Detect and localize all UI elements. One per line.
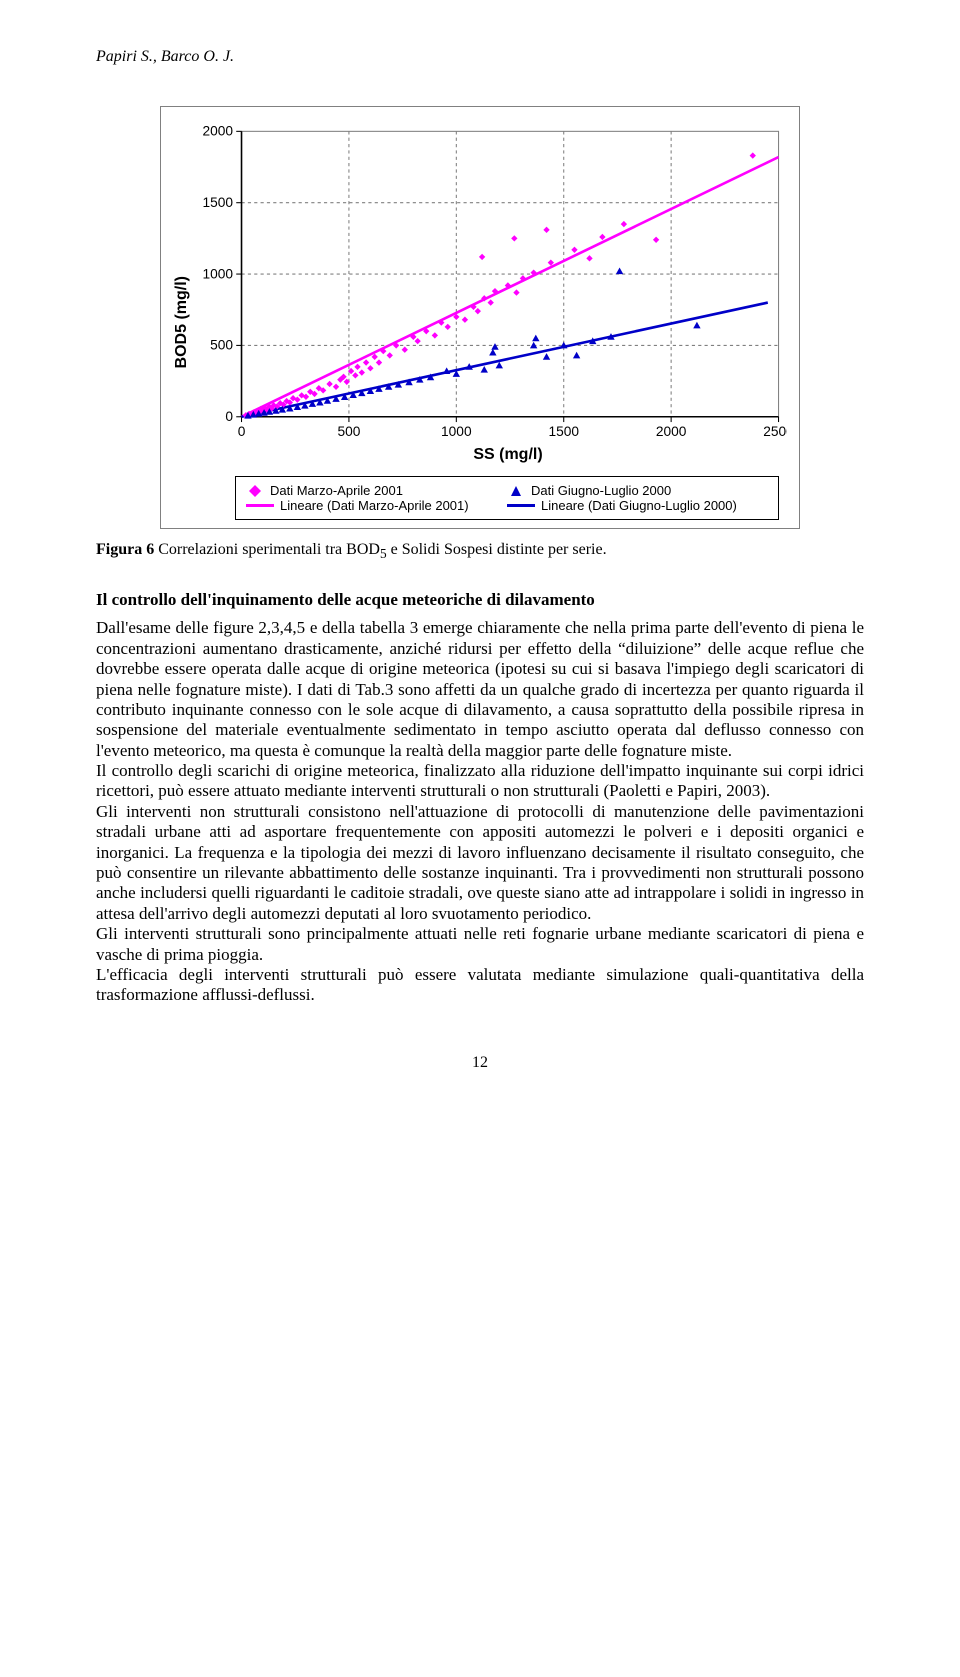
svg-text:1000: 1000 [202, 266, 233, 281]
paragraph: Gli interventi non strutturali consiston… [96, 802, 864, 924]
svg-text:2000: 2000 [656, 424, 687, 439]
legend-item: Lineare (Dati Giugno-Luglio 2000) [507, 498, 768, 513]
legend-item: Dati Giugno-Luglio 2000 [507, 483, 768, 498]
svg-text:0: 0 [225, 409, 233, 424]
diamond-icon [246, 485, 264, 497]
chart-frame: BOD5 (mg/l) 0 500 1000 1500 2000 2500 0 500 1000… [160, 106, 800, 529]
page-number: 12 [96, 1054, 864, 1072]
svg-text:500: 500 [210, 338, 233, 353]
caption-text2: e Solidi Sospesi distinte per serie. [387, 541, 607, 558]
caption-text: Correlazioni sperimentali tra BOD [154, 541, 380, 558]
svg-text:0: 0 [238, 424, 246, 439]
body-text: Dall'esame delle figure 2,3,4,5 e della … [96, 618, 864, 1005]
paragraph: Gli interventi strutturali sono principa… [96, 924, 864, 965]
y-axis-label: BOD5 (mg/l) [173, 276, 191, 368]
x-axis-label: SS (mg/l) [229, 446, 787, 464]
paragraph: Dall'esame delle figure 2,3,4,5 e della … [96, 618, 864, 761]
scatter-plot: 0 500 1000 1500 2000 2500 0 500 1000 1500 2000 [195, 125, 787, 442]
line-icon [507, 504, 535, 507]
legend-label: Dati Giugno-Luglio 2000 [531, 483, 671, 498]
legend-label: Lineare (Dati Giugno-Luglio 2000) [541, 498, 737, 513]
caption-lead: Figura 6 [96, 541, 154, 558]
line-icon [246, 504, 274, 507]
svg-text:1500: 1500 [202, 195, 233, 210]
caption-sub: 5 [380, 546, 387, 561]
svg-text:500: 500 [337, 424, 360, 439]
svg-text:2000: 2000 [202, 125, 233, 139]
section-heading: Il controllo dell'inquinamento delle acq… [96, 590, 864, 610]
figure-caption: Figura 6 Correlazioni sperimentali tra B… [96, 541, 864, 562]
legend: Dati Marzo-Aprile 2001 Dati Giugno-Lugli… [235, 476, 779, 520]
running-head: Papiri S., Barco O. J. [96, 48, 864, 66]
svg-text:1500: 1500 [548, 424, 579, 439]
paragraph: L'efficacia degli interventi strutturali… [96, 965, 864, 1006]
legend-item: Lineare (Dati Marzo-Aprile 2001) [246, 498, 507, 513]
paragraph: Il controllo degli scarichi di origine m… [96, 761, 864, 802]
svg-text:1000: 1000 [441, 424, 472, 439]
legend-label: Lineare (Dati Marzo-Aprile 2001) [280, 498, 469, 513]
svg-text:2500: 2500 [763, 424, 787, 439]
legend-item: Dati Marzo-Aprile 2001 [246, 483, 507, 498]
legend-label: Dati Marzo-Aprile 2001 [270, 483, 403, 498]
triangle-icon [507, 485, 525, 497]
